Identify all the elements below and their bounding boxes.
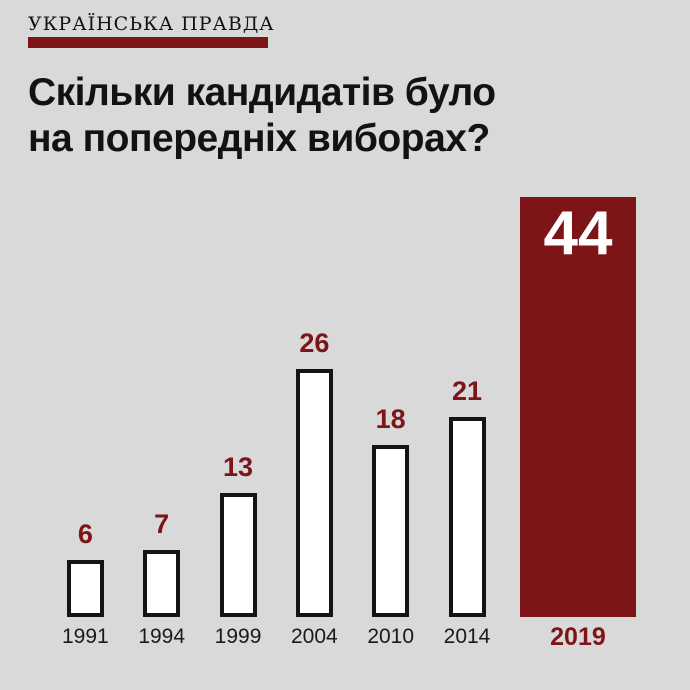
- x-tick-label-2014: 2014: [443, 625, 491, 648]
- bar-value-label-2019: 44: [543, 199, 613, 268]
- bar-column-1999: 13 1999: [215, 452, 262, 657]
- bar-value-label-1991: 6: [77, 519, 93, 549]
- brand-underline-bar: [28, 37, 268, 48]
- bar-value-label-1999: 13: [222, 452, 254, 482]
- bar-column-2019: 44 2019: [519, 197, 636, 657]
- bar-2014: [448, 417, 486, 617]
- bar-1994: [143, 550, 181, 617]
- bar-1991: [66, 560, 104, 617]
- bar-column-2010: 18 2010: [367, 404, 414, 657]
- x-tick-label-2010: 2010: [367, 625, 415, 648]
- bar-column-1994: 7 1994: [138, 509, 185, 657]
- highlight-bar-2019: 44: [519, 197, 636, 617]
- x-tick-label-1991: 1991: [62, 625, 109, 648]
- bar-2004: [295, 369, 333, 617]
- bar-column-1991: 6 1991: [62, 519, 109, 657]
- bar-1999: [219, 493, 257, 617]
- x-tick-label-1999: 1999: [214, 625, 262, 648]
- bar-column-2014: 21 2014: [444, 376, 491, 657]
- x-tick-label-2019: 2019: [550, 622, 606, 651]
- chart-title: Скільки кандидатів було на попередніх ви…: [28, 70, 496, 162]
- bar-column-2004: 26 2004: [291, 328, 338, 657]
- bar-chart: 6 1991 7 1994 13 1999 26 2004 18 2010 21 2014 44 2019: [62, 197, 636, 657]
- bar-value-label-2010: 18: [375, 404, 406, 434]
- bar-value-label-2014: 21: [451, 376, 483, 406]
- bar-2010: [372, 445, 410, 617]
- bar-value-label-2004: 26: [299, 328, 330, 358]
- x-tick-label-2004: 2004: [290, 625, 338, 648]
- chart-title-line2: на попередніх виборах?: [28, 117, 490, 161]
- brand-logo: УКРАЇНСЬКА ПРАВДА: [28, 13, 275, 35]
- x-tick-label-1994: 1994: [138, 625, 186, 648]
- chart-title-line1: Скільки кандидатів було: [28, 71, 496, 114]
- bar-value-label-1994: 7: [154, 509, 170, 539]
